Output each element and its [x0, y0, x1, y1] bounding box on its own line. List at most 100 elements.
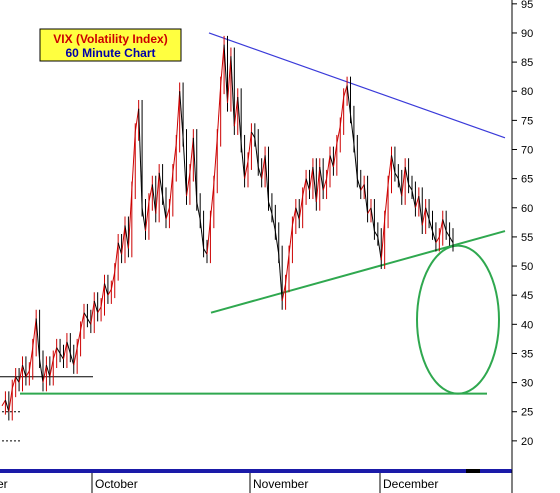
series-segment [63, 341, 68, 360]
series-segment [449, 236, 454, 243]
y-tick-label: 65 [521, 174, 533, 186]
series-segment [250, 131, 256, 139]
y-tick-label: 90 [521, 28, 533, 40]
y-tick-label: 25 [521, 407, 533, 419]
series-segment [411, 190, 416, 208]
series-segment [391, 155, 396, 173]
series-segment [1, 399, 6, 407]
series-segment [408, 184, 413, 191]
series-segment [93, 300, 99, 313]
series-segment [397, 178, 403, 197]
series-segment [274, 231, 280, 255]
series-segment [76, 330, 82, 348]
series-segment [175, 91, 181, 144]
series-segment [32, 318, 37, 348]
x-axis-bar [0, 469, 512, 473]
series-segment [104, 283, 109, 296]
series-segment [257, 166, 263, 179]
series-segment [69, 353, 75, 366]
y-axis-ticks: 20 25 30 35 40 45 50 55 60 65 70 75 80 85 90 95 [512, 0, 533, 448]
y-axis-pane [512, 0, 560, 470]
series-segment [172, 143, 177, 173]
series-segment [285, 254, 290, 284]
x-axis-corner [512, 470, 560, 493]
series-segment [35, 318, 41, 360]
series-segment [343, 85, 348, 98]
trendline [208, 32, 506, 139]
series-segment [196, 201, 201, 220]
y-tick-label: 35 [521, 348, 533, 360]
series-segment [110, 271, 116, 290]
series-segment [223, 44, 228, 103]
series-segment [356, 178, 362, 191]
series-segment [302, 178, 307, 197]
series-segment [179, 91, 184, 138]
y-tick-label: 70 [521, 145, 533, 157]
series-segment [114, 242, 119, 272]
series-segment [117, 242, 123, 255]
y-tick-label: 30 [521, 378, 533, 390]
series-segment [438, 219, 444, 238]
y-tick-label: 50 [521, 261, 533, 273]
y-tick-label: 55 [521, 232, 533, 244]
series-segment [370, 207, 375, 232]
series-segment [186, 172, 191, 197]
y-tick-label: 85 [521, 57, 533, 69]
series-segment [442, 219, 447, 232]
chart-title: VIX (Volatility Index) [53, 32, 167, 46]
series-segment [309, 166, 314, 191]
series-segment [134, 108, 140, 133]
series-segment [350, 114, 355, 144]
series-segment [380, 219, 386, 261]
series-segment [346, 85, 351, 115]
series-segment [49, 359, 54, 377]
series-segment [261, 155, 266, 179]
series-segment [254, 137, 259, 168]
x-axis-label: December [383, 477, 438, 491]
x-axis-label: er [0, 477, 8, 491]
y-tick-label: 40 [521, 319, 533, 331]
series-segment [339, 97, 345, 127]
series-segment [199, 219, 205, 249]
trendline [210, 230, 506, 314]
series-segment [418, 196, 423, 226]
series-segment [25, 370, 30, 378]
series-segment [291, 207, 297, 226]
series-segment [39, 359, 44, 383]
series-segment [363, 184, 369, 214]
series-segment [155, 172, 160, 214]
series-segment [332, 143, 338, 168]
highlight-ellipse [416, 244, 500, 395]
y-tick-label: 80 [521, 86, 533, 98]
series-segment [247, 131, 252, 162]
series-segment [278, 254, 283, 302]
series-segment [11, 376, 17, 389]
series-segment [80, 312, 85, 331]
series-group [1, 35, 454, 421]
series-segment [401, 166, 406, 197]
title-box: VIX (Volatility Index) 60 Minute Chart [39, 28, 182, 62]
series-segment [15, 376, 20, 383]
series-segment [66, 341, 71, 354]
series-segment [124, 225, 129, 249]
series-segment [319, 166, 324, 191]
series-segment [432, 230, 437, 243]
series-segment [83, 312, 88, 319]
series-segment [421, 207, 427, 226]
series-segment [8, 388, 13, 412]
series-segment [322, 178, 328, 191]
series-segment [404, 166, 410, 185]
series-segment [227, 56, 232, 103]
chart-subtitle: 60 Minute Chart [65, 46, 155, 60]
series-segment [244, 161, 249, 179]
series-segment [268, 201, 273, 214]
plot-area [0, 0, 512, 470]
y-tick-label: 95 [521, 0, 533, 11]
series-segment [45, 364, 51, 377]
series-segment [4, 399, 10, 412]
series-segment [295, 207, 300, 220]
series-segment [131, 131, 136, 191]
series-segment [425, 207, 430, 220]
series-segment [428, 219, 433, 232]
series-segment [158, 172, 164, 197]
